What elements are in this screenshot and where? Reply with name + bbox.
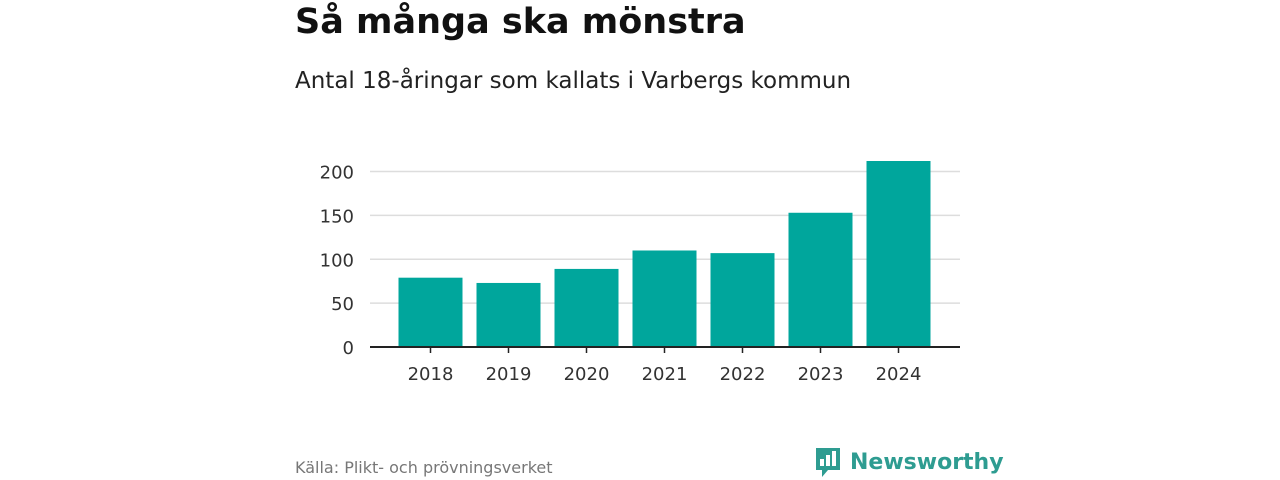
x-tick-label-2024: 2024 [876,364,922,385]
y-tick-label: 50 [331,294,354,315]
x-tick-label-2019: 2019 [486,364,532,385]
bar-2021 [632,250,697,347]
chart-title: Så många ska mönstra [295,2,746,42]
x-axis-ticks: 2018 2019 2020 2021 2022 2023 2024 [408,347,922,385]
bar-chart: 2018 2019 2020 2021 2022 2023 2024 0 50 100 150 20… [320,161,960,385]
y-tick-label: 0 [343,338,354,359]
bar-2023 [788,212,853,347]
y-tick-label: 100 [320,250,354,271]
y-tick-label: 200 [320,163,354,184]
y-axis-ticks: 0 50 100 150 200 [320,163,354,359]
bars [398,161,931,347]
x-tick-label-2020: 2020 [564,364,610,385]
y-tick-label: 150 [320,206,354,227]
newsworthy-logo-icon [816,448,840,477]
source-note: Källa: Plikt- och prövningsverket [295,458,553,477]
brand-logo: Newsworthy [814,446,1004,478]
x-tick-label-2018: 2018 [408,364,454,385]
brand-name: Newsworthy [850,449,1004,475]
x-tick-label-2021: 2021 [642,364,688,385]
bar-2022 [710,253,775,347]
bar-2020 [554,268,619,347]
chart-subtitle: Antal 18-åringar som kallats i Varbergs … [295,68,852,94]
bar-2024 [866,161,931,347]
x-tick-label-2022: 2022 [720,364,766,385]
x-tick-label-2023: 2023 [798,364,844,385]
bar-2019 [476,282,541,347]
bar-2018 [398,277,463,347]
